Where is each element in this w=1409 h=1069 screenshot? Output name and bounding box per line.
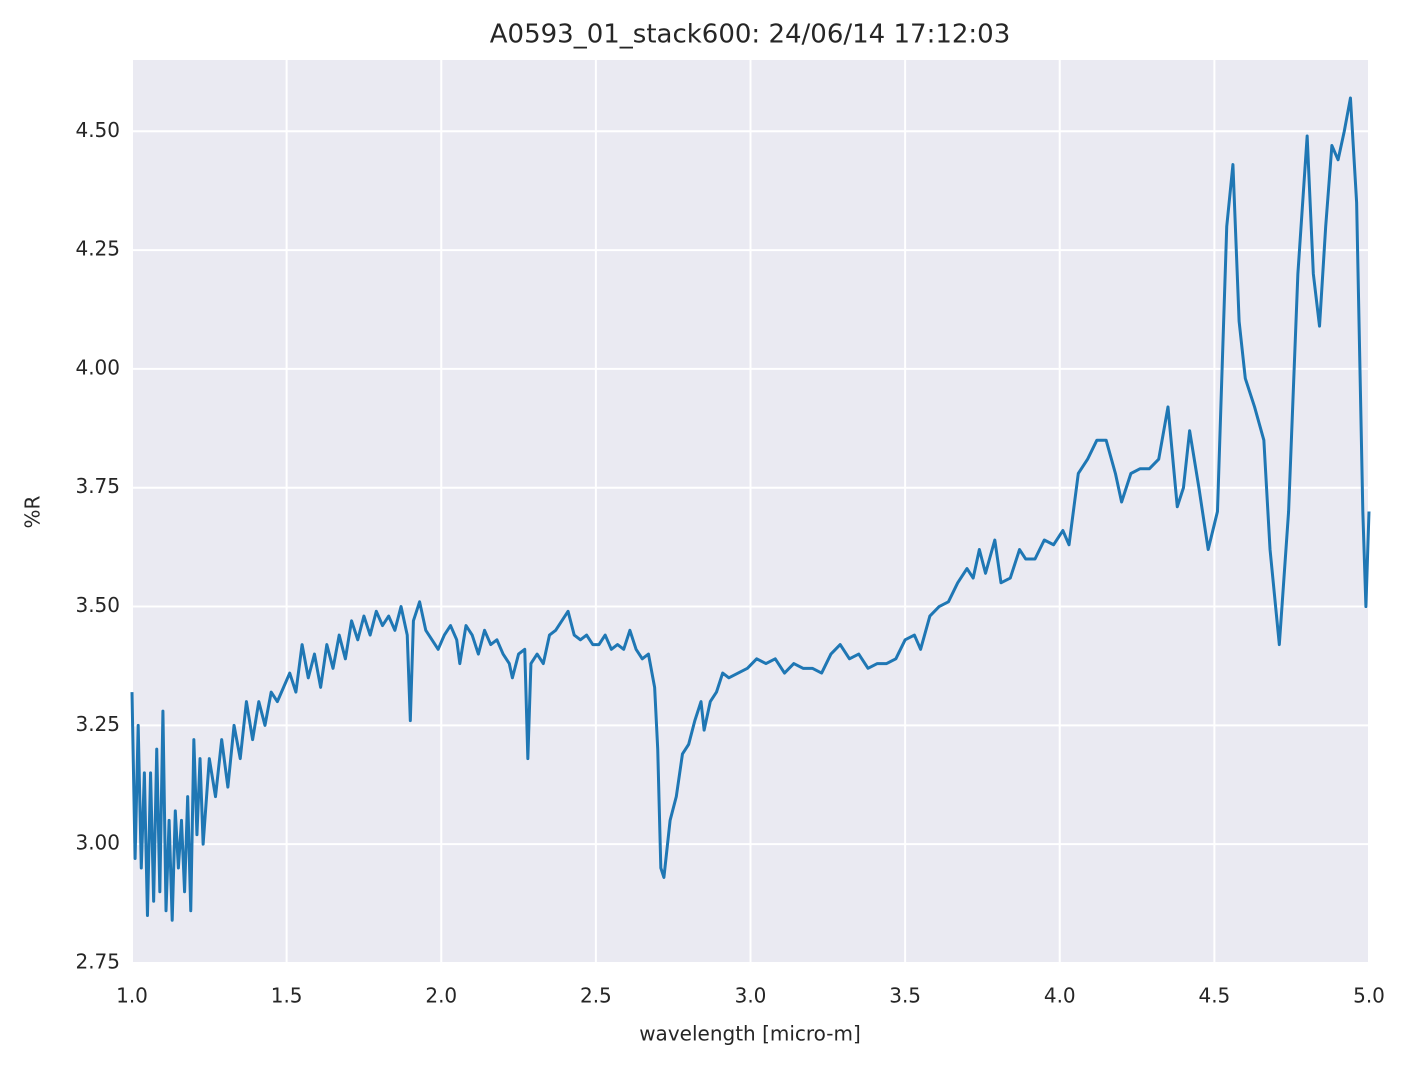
x-tick-label: 2.0 bbox=[425, 984, 457, 1008]
y-tick-label: 4.00 bbox=[75, 355, 120, 379]
x-axis-label: wavelength [micro-m] bbox=[639, 1022, 861, 1046]
y-axis-label: %R bbox=[21, 495, 45, 528]
y-tick-label: 3.75 bbox=[75, 474, 120, 498]
data-line bbox=[130, 96, 1371, 922]
y-tick-label: 3.25 bbox=[75, 712, 120, 736]
y-tick-label: 3.00 bbox=[75, 831, 120, 855]
x-tick-label: 4.5 bbox=[1198, 984, 1230, 1008]
y-tick-label: 3.50 bbox=[75, 593, 120, 617]
x-tick-label: 5.0 bbox=[1353, 984, 1385, 1008]
x-tick-label: 1.0 bbox=[116, 984, 148, 1008]
y-tick-label: 4.25 bbox=[75, 237, 120, 261]
y-tick-label: 4.50 bbox=[75, 118, 120, 142]
x-tick-label: 4.0 bbox=[1044, 984, 1076, 1008]
x-tick-label: 1.5 bbox=[271, 984, 303, 1008]
x-tick-label: 3.0 bbox=[735, 984, 767, 1008]
y-tick-label: 2.75 bbox=[75, 950, 120, 974]
chart-title: A0593_01_stack600: 24/06/14 17:12:03 bbox=[490, 20, 1011, 50]
x-tick-label: 2.5 bbox=[580, 984, 612, 1008]
x-tick-label: 3.5 bbox=[889, 984, 921, 1008]
